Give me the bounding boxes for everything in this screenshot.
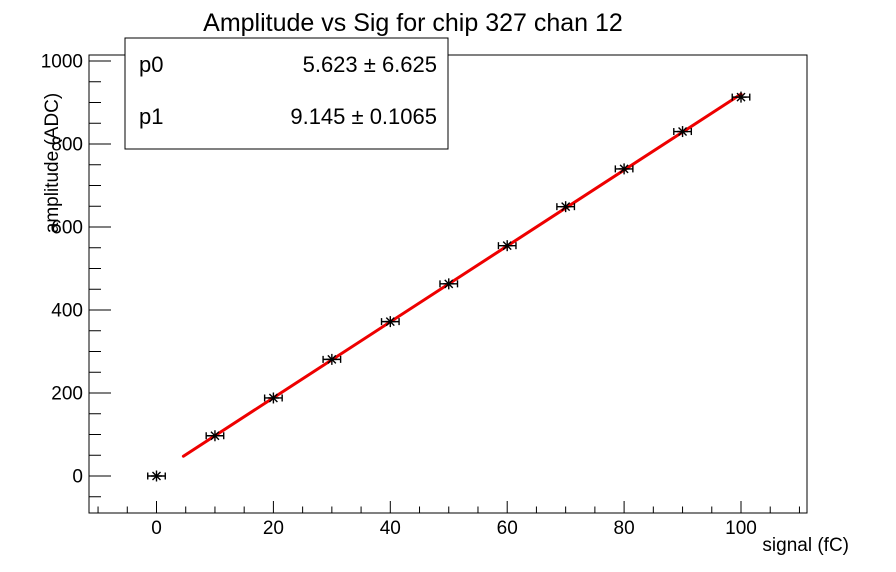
stats-p1-value: 9.145 ± 0.1065 [290, 104, 437, 129]
data-point [263, 392, 283, 404]
marker-ray [327, 354, 337, 364]
data-point [439, 278, 459, 290]
stats-box: p0 5.623 ± 6.625 p1 9.145 ± 0.1065 [124, 37, 449, 150]
marker-ray [210, 431, 220, 441]
x-axis-ticks [97, 501, 800, 513]
x-tick-label: 60 [497, 518, 518, 539]
data-points [147, 91, 751, 482]
data-point [205, 430, 225, 442]
y-tick-label: 1000 [41, 52, 83, 73]
marker-ray [444, 279, 454, 289]
chart-title: Amplitude vs Sig for chip 327 chan 12 [203, 9, 623, 37]
stats-p0-name: p0 [139, 52, 163, 77]
x-tick-label: 20 [263, 518, 284, 539]
y-tick-label: 0 [72, 467, 83, 488]
y-axis-tick-labels: 0 200 400 600 800 1000 [41, 52, 83, 488]
y-tick-label: 200 [51, 384, 83, 405]
x-tick-label: 80 [614, 518, 635, 539]
x-axis-tick-labels: 0 20 40 60 80 100 [151, 518, 757, 539]
y-axis-label: amplitude (ADC) [42, 93, 63, 233]
y-tick-label: 600 [51, 218, 83, 239]
data-point [322, 353, 342, 365]
x-tick-label: 40 [380, 518, 401, 539]
marker-ray [152, 471, 161, 481]
y-axis-ticks [89, 60, 111, 498]
data-point [380, 316, 400, 328]
marker-ray [619, 164, 629, 174]
marker-ray [561, 202, 571, 212]
data-point [497, 240, 517, 252]
data-point [614, 163, 634, 175]
marker-ray [385, 317, 395, 327]
data-point [673, 126, 693, 138]
marker-ray [268, 393, 278, 403]
data-point [731, 91, 751, 103]
stats-box-border [124, 37, 449, 150]
x-tick-label: 100 [725, 518, 757, 539]
x-axis-label: signal (fC) [762, 535, 849, 556]
data-point [556, 201, 576, 213]
marker-ray [502, 241, 512, 251]
marker-ray [736, 92, 746, 102]
stats-p1-name: p1 [139, 104, 163, 129]
x-tick-label: 0 [151, 518, 162, 539]
stats-p0-value: 5.623 ± 6.625 [303, 52, 437, 77]
y-tick-label: 400 [51, 301, 83, 322]
data-point [147, 470, 166, 482]
y-tick-label: 800 [51, 135, 83, 156]
marker-ray [678, 127, 688, 137]
